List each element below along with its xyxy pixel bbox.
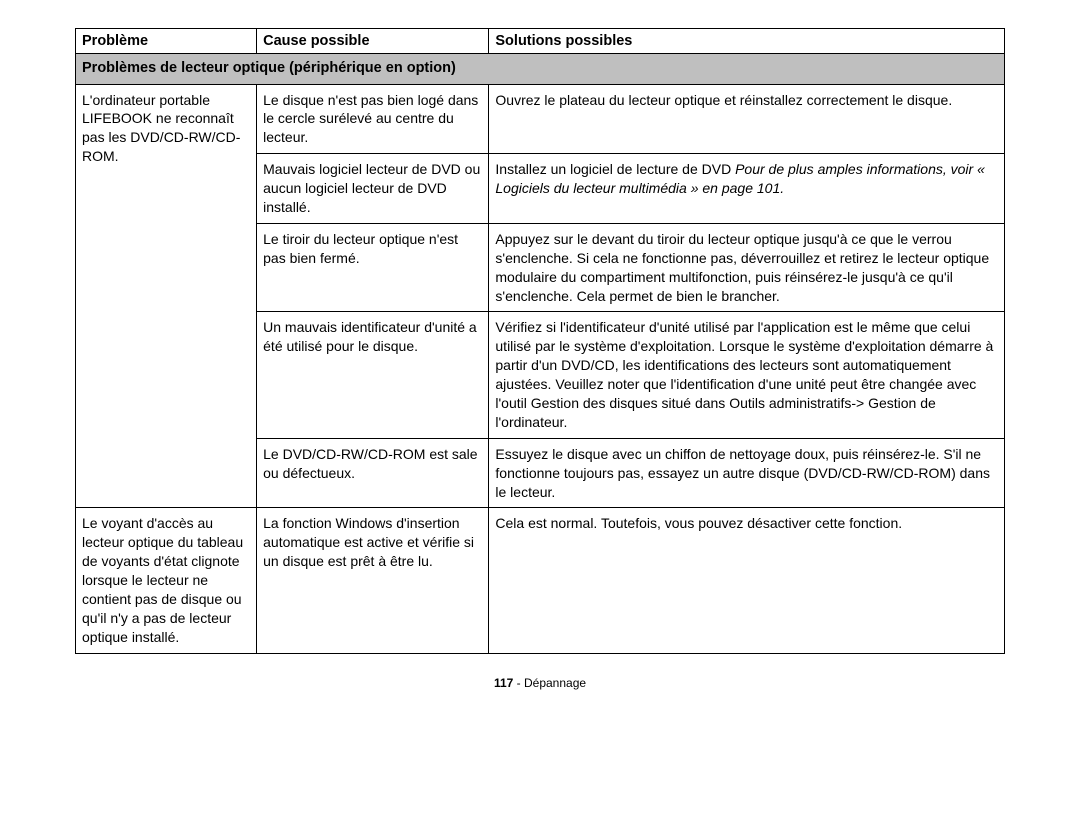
- table-row: L'ordinateur portable LIFEBOOK ne reconn…: [76, 84, 1005, 154]
- table-row: Le voyant d'accès au lecteur optique du …: [76, 508, 1005, 653]
- section-title: Problèmes de lecteur optique (périphériq…: [76, 54, 1005, 85]
- cell-solution: Essuyez le disque avec un chiffon de net…: [489, 438, 1005, 508]
- cell-cause: La fonction Windows d'insertion automati…: [257, 508, 489, 653]
- page-number: 117: [494, 676, 513, 690]
- solution-text: Installez un logiciel de lecture de DVD: [495, 161, 735, 177]
- cell-cause: Le DVD/CD-RW/CD-ROM est sale ou défectue…: [257, 438, 489, 508]
- cell-cause: Le tiroir du lecteur optique n'est pas b…: [257, 223, 489, 312]
- cell-problem: L'ordinateur portable LIFEBOOK ne reconn…: [76, 84, 257, 508]
- header-cause: Cause possible: [257, 29, 489, 54]
- header-problem: Problème: [76, 29, 257, 54]
- cell-cause: Un mauvais identificateur d'unité a été …: [257, 312, 489, 438]
- header-solution: Solutions possibles: [489, 29, 1005, 54]
- cell-solution: Ouvrez le plateau du lecteur optique et …: [489, 84, 1005, 154]
- footer-separator: -: [513, 676, 524, 690]
- cell-solution: Appuyez sur le devant du tiroir du lecte…: [489, 223, 1005, 312]
- page-footer: 117 - Dépannage: [75, 676, 1005, 690]
- footer-section: Dépannage: [524, 676, 586, 690]
- cell-cause: Mauvais logiciel lecteur de DVD ou aucun…: [257, 154, 489, 224]
- troubleshooting-table: Problème Cause possible Solutions possib…: [75, 28, 1005, 654]
- cell-cause: Le disque n'est pas bien logé dans le ce…: [257, 84, 489, 154]
- cell-problem: Le voyant d'accès au lecteur optique du …: [76, 508, 257, 653]
- cell-solution: Cela est normal. Toutefois, vous pouvez …: [489, 508, 1005, 653]
- cell-solution: Vérifiez si l'identificateur d'unité uti…: [489, 312, 1005, 438]
- cell-solution: Installez un logiciel de lecture de DVD …: [489, 154, 1005, 224]
